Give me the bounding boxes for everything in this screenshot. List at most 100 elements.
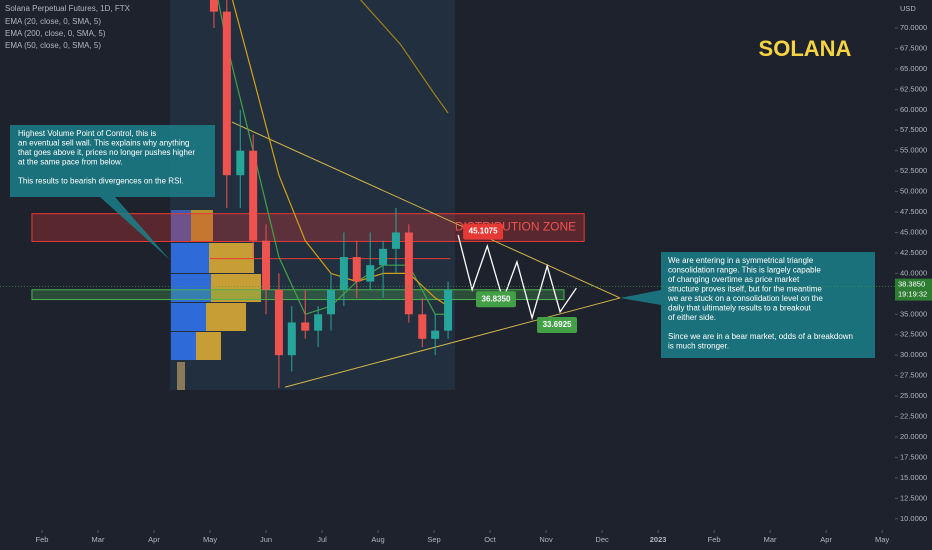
price-axis bbox=[895, 0, 932, 550]
y-tick-label: 22.5000 bbox=[900, 412, 927, 421]
y-tick-label: 10.0000 bbox=[900, 514, 927, 523]
profile-bar bbox=[191, 210, 213, 242]
x-tick-label: Feb bbox=[708, 535, 721, 544]
y-tick-label: 30.0000 bbox=[900, 350, 927, 359]
candle-body bbox=[249, 150, 258, 241]
note-text: Highest Volume Point of Control, this is bbox=[18, 129, 156, 138]
last-price: 38.3850 bbox=[898, 280, 925, 289]
price-label: 45.1075 bbox=[469, 227, 498, 236]
price-label: 33.6925 bbox=[543, 320, 572, 329]
y-tick-label: 40.0000 bbox=[900, 268, 927, 277]
y-tick-label: 42.5000 bbox=[900, 248, 927, 257]
y-tick-label: 50.0000 bbox=[900, 187, 927, 196]
candle-body bbox=[366, 265, 375, 282]
y-tick-label: 32.5000 bbox=[900, 330, 927, 339]
y-tick-label: 55.0000 bbox=[900, 146, 927, 155]
candle-body bbox=[222, 11, 231, 176]
y-tick-label: 70.0000 bbox=[900, 23, 927, 32]
ema-line bbox=[359, 0, 449, 114]
profile-bar bbox=[177, 362, 185, 390]
note-box bbox=[620, 252, 875, 358]
trendline bbox=[231, 121, 621, 299]
candle-body bbox=[404, 232, 413, 315]
price-label-box bbox=[463, 223, 504, 240]
x-tick-label: 2023 bbox=[650, 535, 667, 544]
x-tick-label: Apr bbox=[148, 535, 160, 544]
note-text: We are entering in a symmetrical triangl… bbox=[668, 256, 814, 265]
currency: USD bbox=[900, 4, 916, 13]
note-text: is much stronger. bbox=[668, 342, 729, 351]
price-label-box bbox=[537, 316, 578, 333]
x-tick-label: Sep bbox=[427, 535, 440, 544]
x-tick-label: Jun bbox=[260, 535, 272, 544]
profile-bar bbox=[209, 243, 254, 273]
note-text: an eventual sell wall. This explains why… bbox=[18, 139, 190, 148]
trendline bbox=[284, 297, 621, 388]
y-tick-label: 20.0000 bbox=[900, 432, 927, 441]
note-text: that goes above it, prices no longer pus… bbox=[18, 148, 195, 157]
profile-bar bbox=[171, 243, 209, 273]
candle-body bbox=[262, 240, 271, 290]
candle-body bbox=[287, 322, 296, 356]
candle-body bbox=[352, 257, 361, 282]
candle-body bbox=[209, 0, 218, 12]
chart-title: Solana Perpetual Futures, 1D, FTX bbox=[5, 4, 131, 13]
timer: 19:19:32 bbox=[898, 290, 927, 299]
profile-bar bbox=[171, 332, 196, 360]
profile-bar bbox=[206, 303, 246, 331]
note-text: daily that ultimately results to a break… bbox=[668, 304, 812, 313]
x-tick-label: Mar bbox=[92, 535, 105, 544]
x-tick-label: Aug bbox=[371, 535, 384, 544]
last-price-box bbox=[895, 278, 932, 301]
candle-body bbox=[274, 289, 283, 356]
candle-body bbox=[379, 248, 388, 266]
y-tick-label: 60.0000 bbox=[900, 105, 927, 114]
y-tick-label: 35.0000 bbox=[900, 309, 927, 318]
note-text: consolidation range. This is largely cap… bbox=[668, 266, 821, 275]
x-tick-label: Nov bbox=[539, 535, 553, 544]
x-tick-label: Oct bbox=[484, 535, 497, 544]
price-label-box bbox=[475, 291, 516, 308]
candle-body bbox=[391, 232, 400, 249]
y-tick-label: 52.5000 bbox=[900, 166, 927, 175]
note-text: at the same pace from below. bbox=[18, 158, 123, 167]
note-text: Since we are in a bear market, odds of a… bbox=[668, 332, 853, 341]
candle-body bbox=[301, 322, 310, 331]
x-tick-label: Mar bbox=[764, 535, 777, 544]
y-tick-label: 62.5000 bbox=[900, 84, 927, 93]
y-tick-label: 47.5000 bbox=[900, 207, 927, 216]
note-text: of changing overtime as price market bbox=[668, 275, 800, 284]
y-tick-label: 57.5000 bbox=[900, 125, 927, 134]
candle-body bbox=[314, 314, 323, 331]
price-label: 36.8350 bbox=[482, 294, 511, 303]
profile-bar bbox=[171, 303, 206, 331]
projection-path bbox=[457, 234, 577, 321]
profile-bar bbox=[171, 210, 191, 242]
candle-body bbox=[431, 330, 440, 339]
y-tick-label: 12.5000 bbox=[900, 493, 927, 502]
candle-body bbox=[327, 289, 336, 315]
candle-body bbox=[418, 314, 427, 339]
candle-body bbox=[236, 150, 245, 176]
watermark: SOLANA bbox=[759, 36, 852, 61]
y-tick-label: 25.0000 bbox=[900, 391, 927, 400]
volume-profile bbox=[171, 210, 261, 390]
y-tick-label: 27.5000 bbox=[900, 371, 927, 380]
y-tick-label: 67.5000 bbox=[900, 43, 927, 52]
note-text: This results to bearish divergences on t… bbox=[18, 177, 184, 186]
note-box bbox=[10, 125, 215, 260]
note-text: we are stuck on a consolidation level on… bbox=[667, 294, 823, 303]
x-tick-label: May bbox=[875, 535, 889, 544]
note-text: of either side. bbox=[668, 313, 716, 322]
x-tick-label: Jul bbox=[317, 535, 327, 544]
y-tick-label: 17.5000 bbox=[900, 452, 927, 461]
legend-label: EMA (200, close, 0, SMA, 5) bbox=[5, 29, 106, 38]
x-tick-label: Dec bbox=[595, 535, 609, 544]
y-tick-label: 15.0000 bbox=[900, 473, 927, 482]
x-tick-label: Feb bbox=[36, 535, 49, 544]
profile-bar bbox=[196, 332, 221, 360]
x-tick-label: May bbox=[203, 535, 217, 544]
legend-label: EMA (50, close, 0, SMA, 5) bbox=[5, 41, 101, 50]
note-text: structure proves itself, but for the mea… bbox=[668, 285, 822, 294]
